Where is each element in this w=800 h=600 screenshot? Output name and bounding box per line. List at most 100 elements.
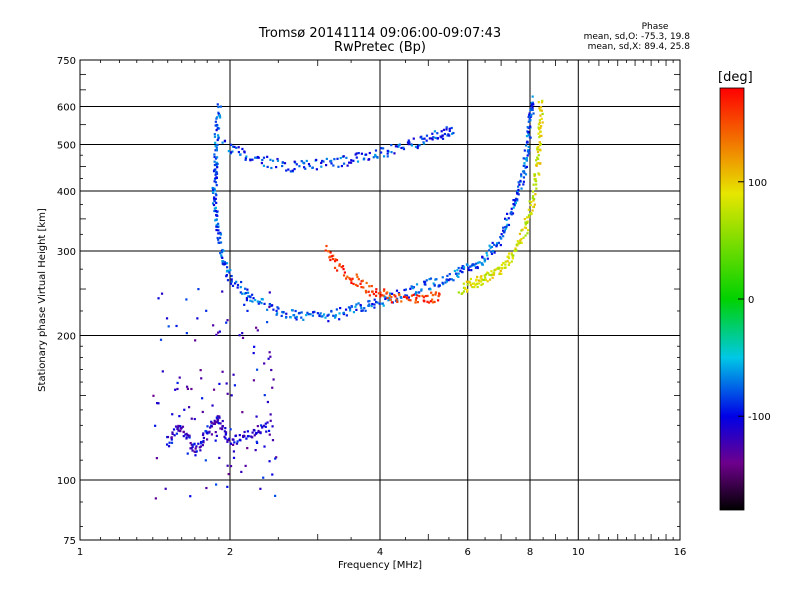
data-point [220,251,224,254]
data-point [293,160,296,163]
data-point [232,438,235,441]
data-point [414,298,418,302]
data-point [328,256,331,259]
data-point [524,166,527,169]
data-point [536,162,539,165]
data-point [500,237,503,240]
data-point [164,487,167,490]
data-point [519,239,522,242]
data-point [209,426,212,429]
data-point [334,258,337,261]
y-tick-label: 750 [57,56,76,67]
data-point [262,424,266,427]
data-point [502,262,505,265]
data-point [374,153,377,157]
data-point [465,290,469,293]
data-point [530,114,533,117]
data-point [189,447,192,450]
data-point [219,105,223,108]
data-point [350,281,353,284]
data-point [257,302,260,305]
data-point [250,435,253,438]
data-point [215,218,218,221]
data-point [418,144,421,147]
data-point [540,117,543,120]
data-point [459,269,462,272]
data-point [448,273,451,276]
data-point [368,294,371,297]
data-point [365,291,368,294]
data-point [434,293,437,296]
data-point [440,136,443,139]
data-point [462,266,466,269]
data-point [324,249,327,252]
data-point [520,175,523,178]
data-point [537,101,540,104]
data-point [360,307,363,310]
data-point [241,411,244,414]
data-point [426,294,429,298]
data-point [226,440,229,443]
data-point [189,441,192,445]
data-point [335,259,339,262]
data-point [216,116,219,119]
data-point [528,115,531,119]
data-point [211,202,215,205]
data-point [348,161,351,164]
data-point [364,309,367,312]
data-point [516,199,519,202]
data-point [338,264,341,267]
data-point [397,145,400,148]
data-point [327,250,330,253]
data-point [183,408,186,411]
data-point [426,300,429,303]
data-point [416,146,419,150]
data-point [302,161,305,164]
data-point [395,298,398,301]
data-point [216,162,219,166]
data-point [386,149,389,153]
data-point [525,157,528,160]
data-point [503,217,507,220]
data-point [513,203,516,206]
data-point [375,300,378,304]
data-point [520,187,523,190]
data-point [388,294,391,297]
data-point [224,262,227,265]
data-point [357,151,360,155]
data-point [338,312,341,315]
data-point [393,294,396,297]
data-point [215,420,218,423]
data-point [266,155,269,158]
data-point [302,166,306,169]
data-point [167,325,170,328]
data-point [362,286,365,289]
data-point [225,382,228,385]
data-point [253,345,256,348]
data-point [402,147,406,151]
data-point [263,302,266,305]
data-point [189,495,192,498]
data-point [249,299,252,302]
data-point [437,292,441,295]
data-point [289,170,292,173]
data-point [215,184,218,187]
data-point [305,159,308,163]
data-point [215,333,218,336]
x-tick-label: 10 [572,547,585,558]
data-point [263,362,266,365]
data-point [463,286,467,290]
data-point [218,241,221,245]
data-point [529,125,532,128]
data-point [524,157,527,160]
data-point [276,306,279,309]
data-point [272,378,275,381]
data-point [254,448,257,452]
data-point [520,173,523,176]
colorbar-tick-label: 0 [748,295,754,306]
data-point [529,107,533,110]
data-point [345,156,348,159]
data-point [256,329,259,332]
data-point [238,334,241,337]
data-point [171,413,174,416]
